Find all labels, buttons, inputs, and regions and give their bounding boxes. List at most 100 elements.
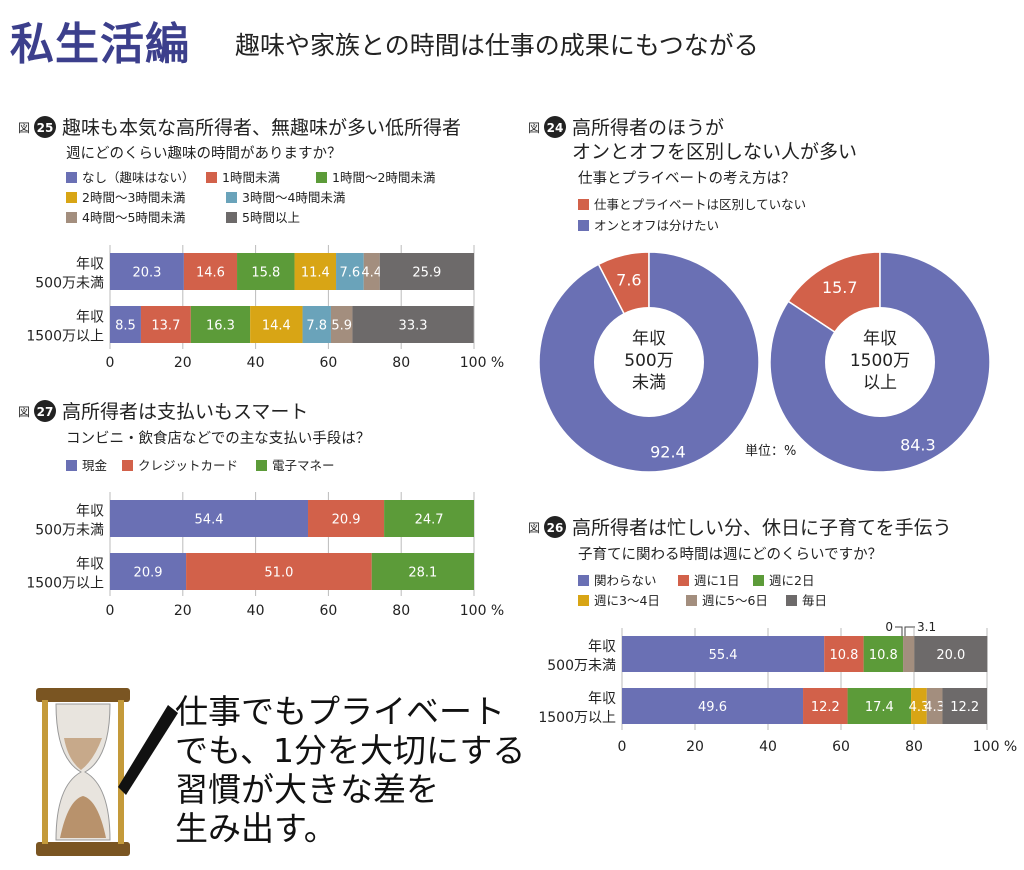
donut-center-label: 以上 [863,373,897,393]
bar-segment [911,688,927,724]
data-label: 12.2 [811,700,840,715]
bar-segment [330,306,353,343]
data-label: 24.7 [415,513,444,528]
bar-segment [622,688,804,724]
legend-label: 仕事とプライベートは区別していない [594,197,806,212]
bar-segment [250,306,303,343]
bar-segment [926,688,943,724]
data-label: 33.3 [399,319,428,334]
chart-title: オンとオフを区別しない人が多い [572,141,857,163]
data-label: 11.4 [301,266,330,281]
legend-label: 1時間～2時間未満 [332,170,435,185]
x-tick-label: 40 [247,355,265,371]
chart-subtitle: 子育てに関わる時間は週にどのくらいですか？ [578,546,882,563]
data-label: 55.4 [709,648,738,663]
x-tick-label: 0 [106,355,115,371]
legend-label: 関わらない [594,573,657,588]
legend-label: 5時間以上 [242,210,300,225]
bar-segment [903,636,915,672]
x-tick-label: 80 [392,355,410,371]
x-tick-label: 0 [106,603,115,619]
chart-title: 高所得者は忙しい分、休日に子育てを手伝う [572,517,952,539]
data-label: 14.6 [196,266,225,281]
row-label: 500万未満 [547,658,616,674]
row-label: 年収 [76,557,104,573]
data-label: 7.8 [306,319,327,334]
bar-segment [803,688,848,724]
hourglass-illustration [28,688,138,858]
page-subtitle: 趣味や家族との時間は仕事の成果にもつながる [235,31,759,60]
row-label: 年収 [76,257,104,273]
bar-segment [847,688,912,724]
bar-segment [110,553,187,590]
x-tick-label: 60 [319,355,337,371]
figure-number: 25 [37,121,54,135]
legend-label: 電子マネー [272,458,335,473]
legend-label: 週に5～6日 [702,593,768,608]
data-label: 92.4 [650,443,686,462]
figure-number-badge [544,116,566,138]
figure-number-badge [34,116,56,138]
data-label: 4.4 [361,266,382,281]
bar-segment [352,306,474,343]
donut-center-label: 年収 [863,329,897,349]
x-tick-label: 20 [174,603,192,619]
data-label: 20.9 [134,566,163,581]
legend-label: 週に2日 [769,573,814,588]
bar-segment [110,500,309,537]
data-label: 51.0 [264,566,293,581]
bar-segment [384,500,474,537]
data-label: 4.3 [924,700,945,715]
legend-label: 現金 [82,458,108,473]
bar-segment [302,306,331,343]
legend-swatch [226,192,237,203]
slogan-line: 生み出す。 [175,809,337,848]
data-label: 14.4 [262,319,291,334]
data-label: 10.8 [829,648,858,663]
data-label: 16.3 [206,319,235,334]
legend-label: なし（趣味はない） [82,170,195,185]
bar-segment [824,636,864,672]
bar-segment [371,553,474,590]
x-tick-label: 100 % [460,603,504,619]
chart-subtitle: コンビニ・飲食店などでの主な支払い手段は？ [66,430,370,447]
donut-hole [594,307,704,417]
bar-segment [308,500,385,537]
legend-swatch [122,460,133,471]
data-label: 4.3 [909,700,930,715]
row-label: 500万未満 [35,523,104,539]
donut-center-label: 500万 [624,351,673,371]
bar-segment [190,306,251,343]
legend-swatch [578,220,589,231]
data-label: 15.8 [251,266,280,281]
x-tick-label: 40 [247,603,265,619]
figure-number-badge [34,400,56,422]
figure-prefix: 図 [18,121,30,135]
bar-segment [183,253,238,290]
hourglass-icon [36,688,130,856]
bar-segment [294,253,337,290]
donut-hole [825,307,935,417]
legend-label: 週に3～4日 [594,593,660,608]
legend-swatch [256,460,267,471]
data-label: 28.1 [408,566,437,581]
x-tick-label: 60 [319,603,337,619]
data-label: 20.9 [332,513,361,528]
legend-swatch [753,575,764,586]
legend-label: 1時間未満 [222,170,280,185]
x-tick-label: 0 [618,739,627,755]
legend-label: 週に1日 [694,573,739,588]
data-label: 84.3 [900,435,936,454]
slogan-line: 習慣が大きな差を [175,770,439,809]
bar-segment [237,253,295,290]
bar-segment [379,253,474,290]
figure-number-badge [544,516,566,538]
legend-label: 毎日 [802,593,827,608]
x-tick-label: 80 [392,603,410,619]
donut-center-label: 未満 [632,373,666,393]
legend-swatch [66,192,77,203]
legend-label: クレジットカード [138,458,238,473]
slogan-text: 仕事でもプライベート でも、1分を大切にする 習慣が大きな差を 生み出す。 [175,692,525,848]
data-label: 49.6 [698,700,727,715]
